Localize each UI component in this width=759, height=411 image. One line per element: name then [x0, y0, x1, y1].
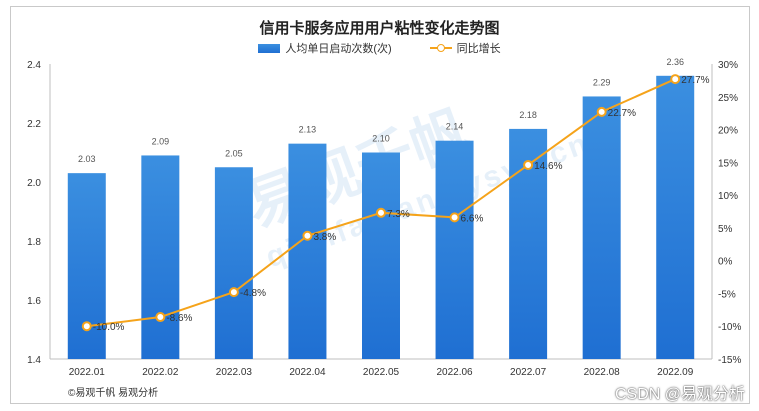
growth-value-label: -10.0% — [93, 322, 125, 333]
x-tick-label: 2022.03 — [216, 367, 253, 378]
y-left-tick-label: 1.8 — [27, 237, 41, 248]
bar — [362, 152, 400, 359]
bar-value-label: 2.05 — [225, 148, 243, 158]
growth-value-label: 6.6% — [461, 213, 484, 224]
chart-title: 信用卡服务应用用户粘性变化走势图 — [259, 20, 500, 37]
x-tick-label: 2022.01 — [69, 367, 106, 378]
growth-value-label: 7.3% — [387, 209, 410, 220]
growth-point — [81, 321, 92, 332]
x-tick-label: 2022.05 — [363, 367, 400, 378]
legend-item-bars: 人均单日启动次数(次) — [258, 40, 392, 56]
bar-value-label: 2.03 — [78, 154, 96, 164]
y-right-tick-label: 10% — [718, 191, 738, 202]
legend-line-swatch — [429, 43, 452, 53]
y-right-tick-label: 25% — [718, 93, 738, 104]
bar-value-label: 2.29 — [593, 77, 611, 87]
bar — [435, 140, 474, 359]
x-tick-label: 2022.07 — [510, 367, 547, 378]
bar-value-label: 2.14 — [446, 122, 464, 132]
x-tick-label: 2022.09 — [657, 367, 694, 378]
y-left-tick-label: 1.4 — [27, 355, 41, 366]
y-left-tick-label: 2.4 — [27, 60, 41, 71]
growth-value-label: -8.6% — [166, 313, 192, 324]
credit-watermark: CSDN @易观分析 — [614, 386, 745, 403]
source-note: ©易观千帆 易观分析 — [68, 388, 159, 399]
y-left-tick-label: 1.6 — [27, 296, 41, 307]
x-tick-label: 2022.04 — [289, 367, 326, 378]
y-right-tick-label: -5% — [718, 289, 736, 300]
growth-point — [523, 159, 534, 170]
y-right-tick-label: 5% — [718, 224, 733, 235]
growth-point — [670, 74, 681, 85]
y-right-tick-label: -10% — [718, 322, 741, 333]
legend-bar-swatch — [258, 43, 281, 53]
y-right-tick-label: 20% — [718, 126, 738, 137]
x-tick-label: 2022.02 — [142, 367, 179, 378]
growth-point — [376, 207, 386, 218]
bar-value-label: 2.13 — [299, 125, 317, 135]
growth-point — [228, 287, 239, 298]
growth-point — [155, 312, 166, 323]
legend-item-line: 同比增长 — [429, 40, 501, 56]
x-tick-label: 2022.08 — [584, 367, 621, 378]
bar — [141, 155, 180, 359]
bar-value-label: 2.36 — [666, 57, 684, 67]
bar — [288, 143, 327, 359]
bar — [214, 167, 253, 359]
legend: 人均单日启动次数(次) 同比增长 — [0, 40, 759, 56]
bar-value-label: 2.10 — [372, 134, 390, 144]
legend-line-label: 同比增长 — [456, 43, 501, 55]
y-right-tick-label: 0% — [718, 257, 733, 268]
growth-value-label: 3.8% — [313, 232, 336, 243]
bar — [656, 75, 695, 360]
bar — [582, 96, 621, 359]
growth-value-label: 27.7% — [681, 75, 709, 86]
growth-point — [449, 212, 460, 223]
y-right-tick-label: 15% — [718, 158, 738, 169]
growth-value-label: 22.7% — [608, 108, 636, 119]
y-right-tick-label: 30% — [718, 60, 738, 71]
legend-bar-label: 人均单日启动次数(次) — [285, 43, 392, 55]
growth-point — [596, 106, 607, 117]
growth-value-label: 14.6% — [534, 161, 562, 172]
y-right-tick-label: -15% — [718, 355, 741, 366]
bar-value-label: 2.09 — [152, 136, 170, 146]
bar-value-label: 2.18 — [519, 110, 537, 120]
growth-value-label: -4.8% — [240, 288, 266, 299]
y-left-tick-label: 2.0 — [27, 178, 41, 189]
y-left-tick-label: 2.2 — [27, 119, 41, 130]
growth-point — [302, 230, 313, 241]
x-tick-label: 2022.06 — [436, 367, 473, 378]
